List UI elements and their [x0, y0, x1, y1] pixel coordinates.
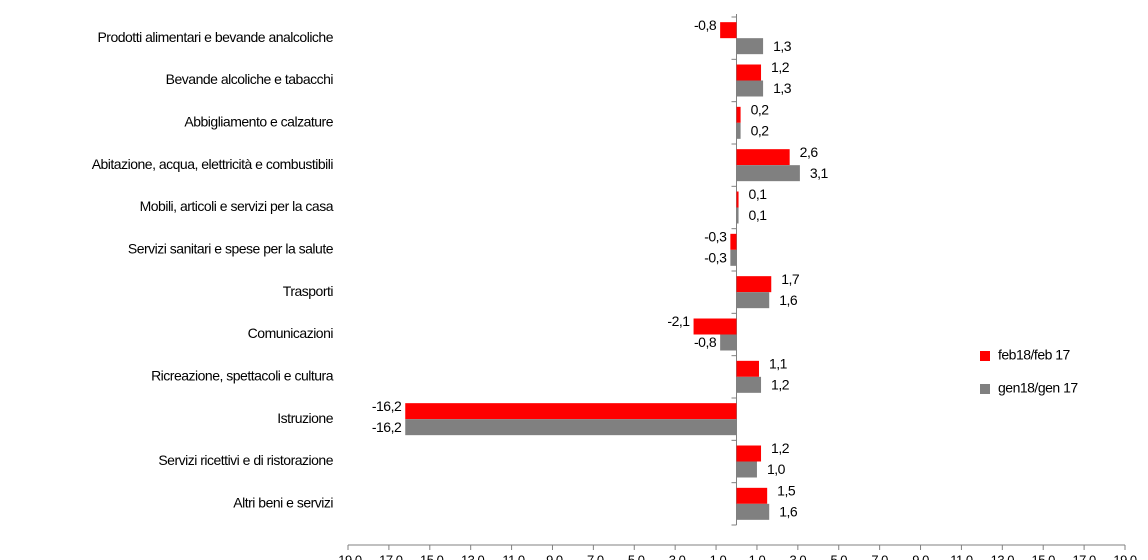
- value-label: 1,2: [771, 377, 790, 393]
- y-tick-label: Abbigliamento e calzature: [184, 114, 333, 130]
- bar: [730, 233, 737, 250]
- value-label: -0,8: [694, 334, 717, 350]
- legend-swatch: [980, 384, 990, 394]
- value-label: 1,7: [781, 271, 800, 287]
- y-tick-label: Trasporti: [283, 283, 334, 299]
- value-label: 1,2: [771, 59, 790, 75]
- y-tick-label: Altri beni e servizi: [233, 495, 333, 511]
- bar: [736, 207, 739, 224]
- bar: [736, 487, 768, 504]
- x-tick-label: -15.0: [416, 553, 443, 560]
- bar: [736, 360, 759, 377]
- x-tick-label: 13.0: [991, 553, 1015, 560]
- value-label: -0,8: [694, 17, 717, 33]
- bar: [736, 445, 762, 462]
- bar: [693, 318, 737, 335]
- bar: [736, 276, 772, 293]
- x-tick-label: 9.0: [912, 553, 929, 560]
- legend-label: gen18/gen 17: [998, 380, 1078, 396]
- y-tick-label: Istruzione: [277, 410, 333, 426]
- y-tick-label: Servizi sanitari e spese per la salute: [128, 241, 334, 257]
- x-tick-label: -3.0: [665, 553, 686, 560]
- value-label: 0,1: [749, 207, 768, 223]
- value-label: -0,3: [704, 229, 727, 245]
- legend-label: feb18/feb 17: [998, 347, 1071, 363]
- x-tick-label: 5.0: [830, 553, 847, 560]
- bar: [736, 64, 762, 81]
- x-tick-label: 1.0: [749, 553, 766, 560]
- x-tick-label: 7.0: [871, 553, 888, 560]
- value-label: 1,5: [777, 483, 796, 499]
- y-tick-label: Prodotti alimentari e bevande analcolich…: [97, 29, 333, 45]
- bar: [736, 38, 764, 55]
- value-label: 1,0: [767, 461, 786, 477]
- x-tick-label: -9.0: [542, 553, 563, 560]
- bar: [736, 106, 741, 123]
- value-label: 1,1: [769, 356, 788, 372]
- value-label: 0,2: [751, 102, 770, 118]
- value-label: 0,1: [749, 186, 768, 202]
- y-tick-label: Mobili, articoli e servizi per la casa: [140, 198, 334, 214]
- bar: [736, 292, 770, 309]
- y-tick-label: Ricreazione, spettacoli e cultura: [151, 368, 334, 384]
- x-tick-label: 11.0: [950, 553, 973, 560]
- bar: [736, 80, 764, 97]
- x-tick-label: -11.0: [498, 553, 524, 560]
- y-tick-label: Bevande alcoliche e tabacchi: [166, 71, 334, 87]
- x-tick-label: 19.0: [1113, 553, 1137, 560]
- value-label: 1,6: [779, 292, 798, 308]
- bar: [720, 334, 737, 351]
- x-tick-label: -1.0: [706, 553, 727, 560]
- bar: [405, 403, 737, 420]
- value-label: -16,2: [372, 419, 402, 435]
- x-tick-label: -13.0: [457, 553, 484, 560]
- value-label: 1,3: [773, 38, 792, 54]
- bar: [730, 249, 737, 266]
- bar: [736, 461, 757, 478]
- bar: [736, 165, 800, 182]
- bar: [720, 22, 737, 39]
- y-tick-label: Comunicazioni: [248, 325, 334, 341]
- value-label: -16,2: [372, 398, 402, 414]
- value-label: 2,6: [800, 144, 819, 160]
- value-label: 1,3: [773, 80, 792, 96]
- bar: [736, 503, 770, 520]
- x-tick-label: -19.0: [334, 553, 361, 560]
- bar: [736, 191, 739, 208]
- value-label: -0,3: [704, 250, 727, 266]
- x-tick-label: -7.0: [583, 553, 604, 560]
- x-tick-label: 3.0: [790, 553, 807, 560]
- x-tick-label: -5.0: [624, 553, 645, 560]
- x-tick-label: -17.0: [375, 553, 402, 560]
- bar: [736, 376, 762, 393]
- bar: [736, 122, 741, 139]
- value-label: 3,1: [810, 165, 829, 181]
- bar: [405, 419, 737, 436]
- value-label: 1,2: [771, 440, 790, 456]
- value-label: 0,2: [751, 123, 770, 139]
- bar: [736, 149, 790, 166]
- x-tick-label: 17.0: [1072, 553, 1096, 560]
- legend-swatch: [980, 351, 990, 361]
- value-label: 1,6: [779, 504, 798, 520]
- x-tick-label: 15.0: [1032, 553, 1056, 560]
- y-tick-label: Servizi ricettivi e di ristorazione: [158, 452, 333, 468]
- value-label: -2,1: [667, 313, 690, 329]
- y-tick-label: Abitazione, acqua, elettricità e combust…: [92, 156, 334, 172]
